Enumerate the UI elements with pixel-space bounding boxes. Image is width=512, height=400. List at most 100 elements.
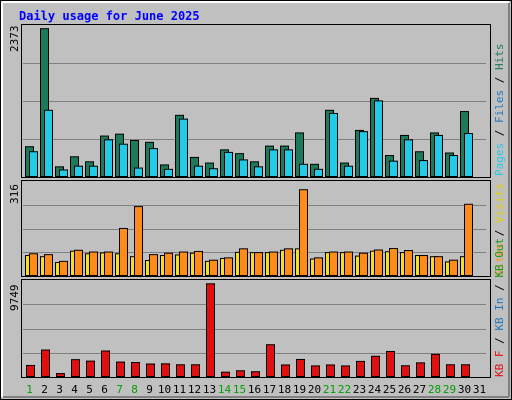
sites-ymax-label: 316 <box>8 184 21 204</box>
files-bar <box>374 100 383 177</box>
sites-bar <box>194 250 203 276</box>
kbytes-bar <box>326 364 335 378</box>
day-label: 23 <box>353 383 366 396</box>
files-bar <box>44 109 53 177</box>
day-label: 27 <box>413 383 426 396</box>
sites-bar <box>404 250 413 276</box>
kbytes-bar <box>131 362 140 377</box>
files-bar <box>254 166 263 177</box>
legend-sep: / <box>493 223 506 243</box>
kbytes-bar <box>251 371 260 377</box>
sites-bar <box>239 248 248 276</box>
day-label: 16 <box>248 383 261 396</box>
sites-bar <box>209 259 218 276</box>
sites-bar <box>59 260 68 276</box>
day-label: 22 <box>338 383 351 396</box>
panel-hits-frame <box>21 24 491 178</box>
sites-bar <box>134 206 143 277</box>
sites-bar <box>299 189 308 276</box>
files-bar <box>134 167 143 178</box>
kbytes-bar <box>86 360 95 378</box>
day-label: 11 <box>173 383 186 396</box>
kbytes-bar <box>41 349 50 378</box>
legend-files: Files <box>493 90 506 123</box>
files-bar <box>29 151 38 177</box>
chart-marks <box>23 28 486 378</box>
kbytes-bar <box>431 353 440 377</box>
kbytes-bar <box>176 364 185 378</box>
sites-bar <box>29 253 38 276</box>
day-label: 7 <box>116 383 123 396</box>
sites-bar <box>179 251 188 276</box>
day-label: 1 <box>26 383 33 396</box>
files-bar <box>209 168 218 178</box>
sites-bar <box>74 249 83 277</box>
files-bar <box>464 133 473 177</box>
kbytes-bar <box>416 362 425 378</box>
sites-bar <box>89 251 98 276</box>
sites-bar <box>419 255 428 277</box>
day-label: 25 <box>383 383 396 396</box>
day-label: 26 <box>398 383 411 396</box>
sites-axis-legend: Sites / Visits <box>493 183 506 276</box>
legend-sep: / <box>493 278 506 298</box>
files-bar <box>164 168 173 178</box>
legend-visits: Visits <box>493 183 506 223</box>
kbytes-bar <box>236 370 245 377</box>
files-bar <box>104 139 113 178</box>
legend-hits: Hits <box>493 44 506 71</box>
legend-sep: / <box>493 70 506 90</box>
files-bar <box>344 165 353 177</box>
day-label: 29 <box>443 383 456 396</box>
legend-kbin: KB In <box>493 298 506 331</box>
day-label: 2 <box>41 383 48 396</box>
kbytes-bar <box>461 364 470 378</box>
sites-bar <box>449 259 458 276</box>
sites-bar <box>149 254 158 276</box>
files-bar <box>434 134 443 178</box>
sites-bar <box>44 254 53 276</box>
day-label: 20 <box>308 383 321 396</box>
day-label: 19 <box>293 383 306 396</box>
files-bar <box>179 118 188 177</box>
kbytes-bar <box>311 365 320 378</box>
day-label: 31 <box>473 383 486 396</box>
day-label: 13 <box>203 383 216 396</box>
files-bar <box>359 131 368 178</box>
day-label: 15 <box>233 383 246 396</box>
day-label: 6 <box>101 383 108 396</box>
day-label: 12 <box>188 383 201 396</box>
kbytes-bar <box>146 363 155 378</box>
sites-bar <box>224 257 233 277</box>
kbytes-bar <box>281 364 290 378</box>
day-labels: 1 2 3 4 5 6 7 8 9 10 11 12 13 14 15 16 17 18 19 20 21 22 23 24 2… <box>26 383 486 396</box>
files-bar <box>449 155 458 178</box>
day-label: 8 <box>131 383 138 396</box>
day-label: 5 <box>86 383 93 396</box>
legend-kbf: KB F <box>493 351 506 378</box>
hits-ymax-label: 2373 <box>8 26 21 53</box>
day-label: 24 <box>368 383 382 396</box>
kbytes-bar <box>446 364 455 378</box>
kbytes-bar <box>341 365 350 378</box>
kbytes-axis-legend: KB F / KB In / KB Out <box>493 238 506 377</box>
day-label: 4 <box>71 383 78 396</box>
sites-bar <box>329 251 338 276</box>
day-label: 14 <box>218 383 232 396</box>
files-bar <box>284 149 293 178</box>
day-label: 10 <box>158 383 171 396</box>
files-bar <box>224 151 233 177</box>
files-bar <box>299 163 308 178</box>
legend-sep: / <box>493 331 506 351</box>
sites-bar <box>389 248 398 276</box>
day-label: 30 <box>458 383 471 396</box>
files-bar <box>269 149 278 178</box>
legend-kbout: KB Out <box>493 238 506 278</box>
sites-bar <box>374 249 383 277</box>
kbytes-bar <box>116 361 125 378</box>
files-bar <box>89 165 98 177</box>
files-bar <box>314 168 323 178</box>
legend-sites: Sites <box>493 243 506 276</box>
files-bar <box>404 139 413 178</box>
